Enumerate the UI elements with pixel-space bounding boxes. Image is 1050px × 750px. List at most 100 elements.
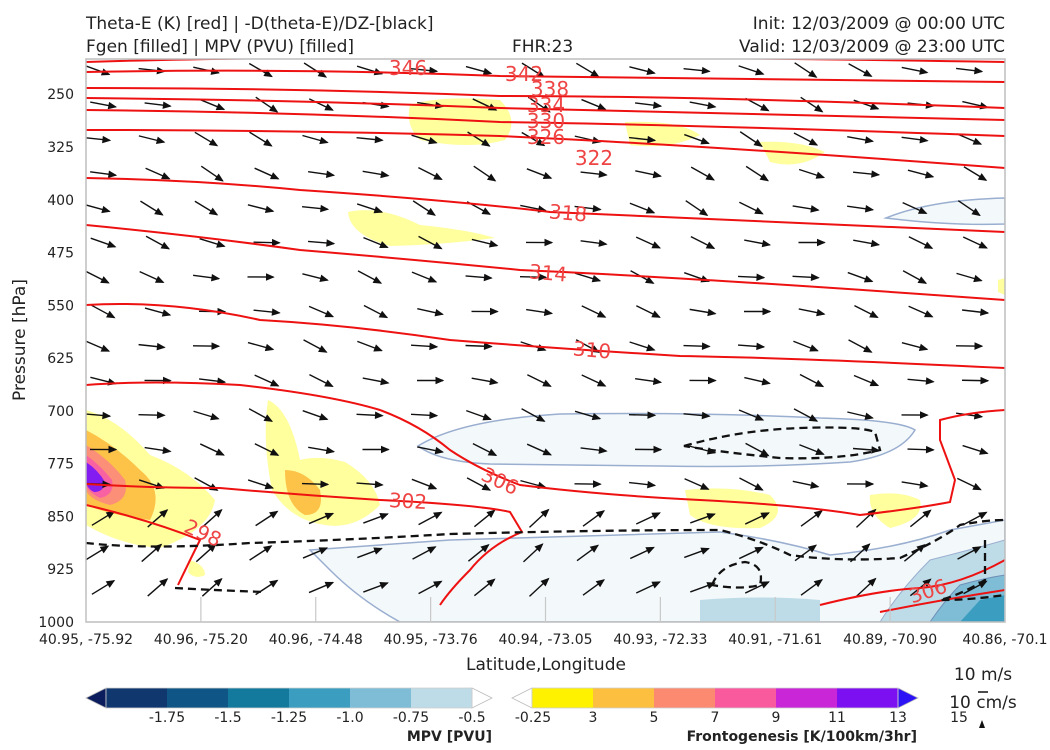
theta-e-label: 342 bbox=[505, 62, 543, 86]
wind-arrow bbox=[309, 374, 334, 387]
wind-arrow bbox=[357, 270, 383, 284]
wind-arrow bbox=[193, 273, 221, 282]
x-tick-label: 40.96, -74.48 bbox=[269, 632, 363, 648]
wind-scale-horizontal: 10 m/s bbox=[954, 665, 1012, 685]
forecast-hour: FHR:23 bbox=[512, 37, 574, 57]
wind-arrow bbox=[308, 512, 335, 525]
theta-e-line bbox=[86, 87, 1005, 109]
wind-arrow bbox=[629, 480, 657, 489]
theta-e-line bbox=[86, 109, 1005, 137]
wind-arrow bbox=[410, 411, 439, 420]
wind-arrow bbox=[799, 373, 825, 388]
theta-e-label: 334 bbox=[527, 93, 565, 117]
theta-e-label: 330 bbox=[527, 109, 565, 133]
wind-arrow bbox=[411, 271, 438, 283]
theta-e-line bbox=[86, 224, 1005, 301]
theta-e-label: 310 bbox=[572, 336, 612, 363]
wind-arrow bbox=[739, 201, 764, 215]
colorbar-swatch bbox=[776, 688, 837, 708]
wind-arrow bbox=[302, 273, 329, 282]
wind-arrow bbox=[683, 342, 711, 350]
x-tick-label: 40.89, -70.90 bbox=[843, 632, 937, 648]
wind-arrow bbox=[907, 377, 935, 385]
wind-arrow bbox=[852, 170, 881, 178]
wind-arrow bbox=[907, 445, 935, 454]
wind-arrow bbox=[201, 508, 223, 528]
fgen-area bbox=[188, 560, 205, 577]
wind-arrow bbox=[194, 131, 219, 147]
y-tick-label: 250 bbox=[47, 87, 74, 103]
mpv-tick-label: -1.75 bbox=[149, 710, 185, 726]
wind-arrow bbox=[473, 578, 496, 597]
wind-arrow bbox=[307, 239, 336, 247]
plot-area bbox=[86, 59, 1005, 622]
wind-arrow bbox=[193, 410, 220, 421]
wind-arrow bbox=[792, 480, 820, 489]
wind-arrow bbox=[192, 342, 221, 350]
wind-arrow bbox=[907, 169, 935, 179]
wind-arrow bbox=[522, 543, 544, 563]
x-tick-label: 40.95, -75.92 bbox=[39, 632, 133, 648]
wind-arrow bbox=[411, 134, 438, 145]
wind-arrow bbox=[254, 374, 280, 387]
wind-arrow bbox=[908, 236, 934, 249]
wind-arrow bbox=[792, 273, 820, 282]
fgen-area bbox=[625, 121, 700, 147]
theta-e-line bbox=[86, 177, 1005, 233]
wind-arrow bbox=[91, 580, 116, 595]
wind-arrow bbox=[685, 200, 709, 217]
wind-arrow bbox=[248, 408, 274, 422]
wind-arrow bbox=[465, 65, 493, 76]
wind-arrow bbox=[798, 308, 826, 317]
wind-arrow bbox=[411, 478, 438, 490]
wind-arrow bbox=[521, 408, 546, 422]
wind-arrow bbox=[901, 481, 929, 489]
wind-arrow bbox=[793, 408, 819, 422]
theta-e-line bbox=[86, 303, 1005, 369]
wind-arrow bbox=[739, 477, 764, 491]
wind-arrow bbox=[635, 581, 661, 594]
stability-contours bbox=[86, 426, 1005, 602]
y-tick-label: 850 bbox=[47, 509, 74, 525]
wind-arrow bbox=[738, 409, 765, 421]
wind-arrow bbox=[471, 307, 499, 316]
wind-arrow bbox=[140, 200, 164, 216]
wind-arrow bbox=[356, 135, 384, 144]
wind-arrow bbox=[744, 239, 772, 248]
wind-arrow bbox=[957, 200, 981, 217]
wind-arrow bbox=[139, 270, 165, 284]
colorbar-swatch bbox=[654, 688, 715, 708]
wind-arrow bbox=[854, 304, 879, 319]
y-axis-label: Pressure [hPa] bbox=[10, 279, 30, 401]
x-axis-label: Latitude,Longitude bbox=[466, 655, 626, 675]
theta-e-label: 338 bbox=[531, 77, 569, 101]
wind-arrow bbox=[847, 411, 874, 420]
wind-arrow bbox=[963, 511, 988, 526]
wind-arrow bbox=[417, 308, 444, 317]
wind-arrow bbox=[629, 135, 657, 144]
mpv-area bbox=[416, 412, 917, 468]
colorbar-swatch bbox=[897, 687, 919, 709]
wind-arrow bbox=[472, 442, 498, 457]
theta-e-line bbox=[879, 589, 1005, 613]
x-tick-label: 40.86, -70.1 bbox=[962, 632, 1047, 648]
wind-arrow bbox=[86, 545, 110, 561]
theta-e-label: 302 bbox=[388, 488, 427, 514]
wind-arrow bbox=[356, 480, 384, 489]
wind-arrow bbox=[247, 479, 275, 490]
wind-arrow bbox=[744, 376, 771, 386]
x-tick-label: 40.94, -73.05 bbox=[498, 632, 592, 648]
fgen-tick-label: 11 bbox=[828, 710, 846, 726]
theta-e-line bbox=[86, 69, 1005, 83]
wind-arrow bbox=[635, 101, 663, 109]
wind-arrow bbox=[138, 411, 166, 419]
wind-arrow bbox=[199, 98, 226, 111]
y-axis: 250 325 400 475 550 625 700 775 850 925 1000 bbox=[38, 87, 74, 631]
wind-arrow bbox=[254, 167, 280, 180]
y-tick-label: 700 bbox=[47, 404, 74, 420]
wind-arrow bbox=[853, 374, 880, 387]
wind-arrow bbox=[744, 512, 770, 525]
wind-arrow bbox=[847, 205, 875, 213]
wind-arrow bbox=[249, 131, 273, 147]
